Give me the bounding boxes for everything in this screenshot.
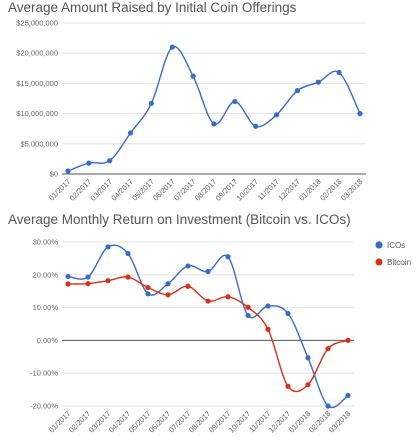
chart1-x-tick-label: 04/2017 bbox=[109, 177, 135, 203]
chart2-data-point bbox=[285, 310, 291, 317]
chart2-series-line-2 bbox=[67, 276, 349, 393]
chart1-data-point bbox=[169, 44, 175, 50]
chart1-series-line-1 bbox=[67, 45, 361, 172]
chart1-x-tick-label: 01/2018 bbox=[297, 177, 323, 203]
chart1-data-point bbox=[65, 168, 71, 174]
chart2-y-tick-label: 10.00% bbox=[33, 303, 59, 312]
chart2-data-point bbox=[65, 273, 71, 280]
chart2-data-point bbox=[325, 346, 331, 352]
chart1-title: Average Amount Raised by Initial Coin Of… bbox=[8, 0, 297, 15]
chart2-data-point bbox=[205, 268, 211, 275]
chart2-legend-label: Bitcoin bbox=[387, 258, 411, 267]
chart1-x-tick-label: 01/2017 bbox=[47, 177, 73, 203]
chart2-data-point bbox=[145, 291, 151, 297]
chart1-data-point bbox=[148, 100, 155, 106]
chart1-data-point bbox=[107, 158, 113, 164]
chart2-y-tick-label: -10.00% bbox=[30, 369, 58, 378]
chart2-legend-marker bbox=[375, 258, 383, 266]
chart2-data-point bbox=[185, 263, 191, 269]
chart2-data-point bbox=[65, 281, 71, 287]
chart1-x-tick-label: 07/2017 bbox=[172, 177, 198, 203]
chart2-data-point bbox=[125, 250, 131, 257]
chart1-data-point bbox=[336, 69, 342, 76]
chart2-y-tick-label: 30.00% bbox=[33, 238, 59, 247]
chart2-x-tick-label: 10/2017 bbox=[227, 409, 253, 435]
chart1-x-tick-label: 03/2018 bbox=[339, 177, 365, 203]
chart1-x-tick-label: 10/2017 bbox=[235, 177, 261, 203]
chart1-y-tick-label: $10,000,000 bbox=[16, 109, 58, 118]
chart1-x-tick-label: 08/2017 bbox=[193, 177, 219, 203]
chart1-data-point bbox=[253, 123, 259, 129]
chart1-data-point bbox=[357, 111, 363, 117]
chart1-data-point bbox=[211, 121, 217, 127]
chart2-data-point bbox=[305, 355, 311, 361]
chart2-y-tick-label: 20.00% bbox=[33, 270, 59, 279]
chart1-data-point bbox=[127, 130, 134, 136]
chart2-data-point bbox=[225, 294, 231, 300]
chart2-legend-marker bbox=[375, 241, 383, 249]
chart2-legend-label: ICOs bbox=[387, 241, 405, 250]
chart1-data-point bbox=[232, 98, 238, 105]
chart1-x-tick-label: 06/2017 bbox=[151, 177, 177, 203]
chart2-data-point bbox=[245, 304, 251, 310]
chart1-data-point bbox=[294, 88, 301, 94]
chart2-data-point bbox=[105, 244, 111, 250]
chart1-data-point bbox=[86, 160, 92, 166]
chart2-x-tick-label: 03/2018 bbox=[327, 409, 353, 435]
chart1-x-tick-label: 02/2017 bbox=[68, 177, 94, 203]
chart2-data-point bbox=[345, 337, 351, 343]
chart2-data-point bbox=[165, 281, 171, 287]
chart2-data-point bbox=[145, 284, 151, 291]
chart1-x-tick-label: 05/2017 bbox=[130, 177, 156, 203]
chart2-data-point bbox=[125, 274, 131, 280]
chart1-x-tick-label: 03/2017 bbox=[89, 177, 115, 203]
chart1-x-tick-label: 02/2018 bbox=[318, 177, 344, 203]
chart2-title: Average Monthly Return on Investment (Bi… bbox=[8, 212, 351, 227]
chart2-data-point bbox=[225, 254, 231, 260]
chart2-y-tick-label: 0.00% bbox=[37, 336, 59, 345]
chart2-data-point bbox=[185, 283, 191, 289]
chart2-y-tick-label: -20.00% bbox=[30, 402, 58, 411]
chart1-y-tick-label: $20,000,000 bbox=[16, 49, 58, 58]
chart2-data-point bbox=[305, 382, 311, 388]
chart2-data-point bbox=[245, 312, 251, 319]
chart2-data-point bbox=[285, 383, 291, 389]
chart1-data-point bbox=[273, 112, 280, 118]
chart2-data-point bbox=[325, 403, 331, 409]
chart1-y-tick-label: $0 bbox=[50, 170, 58, 179]
chart1-data-point bbox=[315, 79, 321, 85]
chart2-data-point bbox=[85, 274, 91, 280]
chart2-data-point bbox=[165, 292, 171, 298]
chart2-data-point bbox=[345, 392, 351, 399]
chart2-data-point bbox=[265, 326, 271, 332]
chart1-data-point bbox=[190, 73, 196, 79]
chart1-y-tick-label: $5,000,000 bbox=[20, 139, 58, 148]
chart2-data-point bbox=[265, 303, 271, 309]
chart1-y-tick-label: $25,000,000 bbox=[16, 19, 58, 28]
chart1-y-tick-label: $15,000,000 bbox=[16, 79, 58, 88]
chart1-x-tick-label: 09/2017 bbox=[214, 177, 240, 203]
chart1-x-tick-label: 12/2017 bbox=[276, 177, 302, 203]
chart2-data-point bbox=[205, 298, 211, 304]
chart2-data-point bbox=[85, 281, 91, 287]
chart2-data-point bbox=[105, 278, 111, 284]
